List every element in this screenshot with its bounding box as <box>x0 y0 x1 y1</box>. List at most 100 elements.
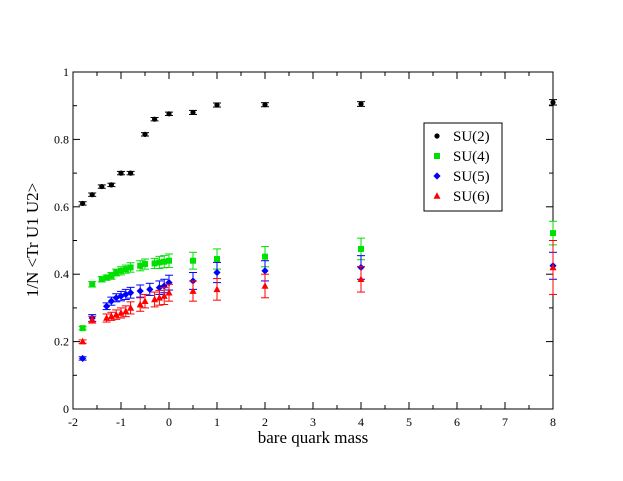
data-point <box>137 262 144 269</box>
series-layer <box>78 99 557 363</box>
data-point <box>136 287 144 295</box>
data-point <box>262 102 268 108</box>
data-point <box>99 183 105 190</box>
x-tick-label: 5 <box>406 415 412 429</box>
data-point <box>160 292 168 299</box>
data-point <box>142 131 148 137</box>
data-point <box>165 288 173 296</box>
data-point <box>214 256 220 263</box>
x-tick-label: 2 <box>262 415 268 429</box>
data-point <box>79 337 87 345</box>
x-tick-label: 7 <box>502 415 508 429</box>
data-point <box>117 292 125 300</box>
data-point <box>151 295 159 303</box>
series-SU(5) <box>78 251 557 363</box>
legend-marker <box>434 133 440 139</box>
data-point <box>80 200 86 207</box>
legend: SU(2) SU(4) SU(5) SU(6) <box>423 122 503 212</box>
x-tick-label: -1 <box>116 415 126 429</box>
data-point <box>156 259 163 266</box>
x-tick-label: 3 <box>310 415 316 429</box>
data-point <box>166 111 172 117</box>
data-point <box>79 325 86 332</box>
legend-label: SU(5) <box>453 169 490 185</box>
data-point <box>118 170 124 176</box>
data-point <box>189 287 197 294</box>
data-point <box>214 102 220 108</box>
data-point <box>89 192 95 198</box>
series-SU(4) <box>78 220 557 332</box>
x-tick-label: 1 <box>214 415 220 429</box>
data-point <box>127 264 134 271</box>
data-point <box>89 281 96 288</box>
legend-label: SU(4) <box>453 149 490 165</box>
data-point <box>190 109 196 116</box>
data-point <box>107 297 115 305</box>
data-point <box>103 314 111 321</box>
data-point <box>146 285 154 293</box>
data-point <box>161 258 168 265</box>
legend-marker <box>433 192 441 199</box>
data-point <box>550 230 556 237</box>
data-point <box>103 274 110 281</box>
x-tick-label: -2 <box>68 415 78 429</box>
legend-marker <box>434 153 440 159</box>
data-point <box>107 312 115 320</box>
data-point <box>118 267 124 274</box>
y-tick-label: 1 <box>63 65 69 79</box>
y-tick-label: 0.4 <box>54 267 69 281</box>
data-point <box>155 293 163 301</box>
data-point <box>108 272 115 279</box>
x-axis-title: bare quark mass <box>258 428 368 447</box>
data-point <box>190 257 196 264</box>
data-point <box>103 302 111 310</box>
y-tick-label: 0.8 <box>54 132 69 146</box>
data-point <box>358 245 364 252</box>
data-point <box>122 266 129 273</box>
data-point <box>112 294 120 302</box>
data-point <box>117 309 125 316</box>
data-point <box>358 101 364 107</box>
data-point <box>261 282 269 289</box>
x-tick-label: 4 <box>358 415 364 429</box>
data-point <box>108 182 114 188</box>
data-point <box>152 116 158 122</box>
data-point <box>549 263 557 271</box>
data-point <box>261 267 269 275</box>
legend-items: SU(2) SU(4) SU(5) SU(6) <box>433 129 490 205</box>
data-point <box>550 99 556 105</box>
data-point <box>112 310 120 318</box>
y-tick-label: 0.2 <box>54 335 69 349</box>
data-point <box>166 257 172 264</box>
data-point <box>262 253 268 260</box>
x-tick-label: 6 <box>454 415 460 429</box>
data-point <box>142 261 148 268</box>
data-point <box>151 260 158 267</box>
legend-label: SU(6) <box>453 189 490 205</box>
data-point <box>127 289 135 297</box>
data-point <box>79 354 87 363</box>
y-tick-label: 0 <box>63 402 69 416</box>
data-point <box>88 315 96 323</box>
data-point <box>113 269 120 276</box>
data-point <box>98 276 105 283</box>
data-point <box>357 275 365 283</box>
data-point <box>122 290 130 299</box>
data-point <box>128 170 134 176</box>
tick-marks <box>72 71 554 410</box>
x-tick-label: 0 <box>166 415 172 429</box>
y-axis-title: 1/N <Tr U1 U2> <box>23 183 42 297</box>
legend-marker <box>433 172 441 180</box>
y-tick-label: 0.6 <box>54 200 69 214</box>
tick-labels: -2 -1 0 1 2 3 4 5 6 7 8 0 0.2 0.4 0.6 0.8 1 <box>54 65 556 429</box>
data-point <box>213 268 221 277</box>
x-tick-label: 8 <box>550 415 556 429</box>
series-SU(6) <box>78 240 557 345</box>
legend-label: SU(2) <box>453 129 490 145</box>
data-point <box>122 307 130 315</box>
data-point <box>141 297 149 304</box>
data-point <box>127 304 135 311</box>
data-point <box>136 300 144 308</box>
data-point <box>213 285 221 293</box>
